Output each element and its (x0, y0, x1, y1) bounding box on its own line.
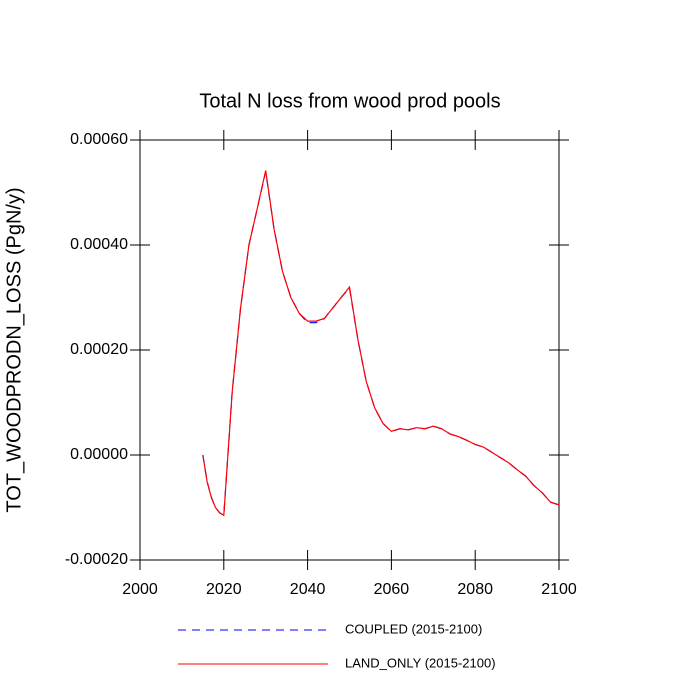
x-tick-label: 2000 (122, 581, 158, 598)
y-tick-label: 0.00020 (70, 341, 128, 358)
x-tick-label: 2080 (457, 581, 493, 598)
x-tick-label: 2060 (374, 581, 410, 598)
plot-frame (139, 139, 560, 561)
y-axis-label: TOT_WOODPRODN_LOSS (PgN/y) (3, 187, 25, 512)
series-line (202, 170, 560, 517)
y-tick-label: 0.00040 (70, 236, 128, 253)
x-tick-label: 2100 (541, 581, 577, 598)
x-tick-label: 2040 (290, 581, 326, 598)
y-tick-label: 0.00060 (70, 131, 128, 148)
x-tick-label: 2020 (206, 581, 242, 598)
chart-title: Total N loss from wood prod pools (199, 90, 500, 112)
y-tick-label: 0.00000 (70, 446, 128, 463)
y-tick-label: -0.00020 (65, 551, 128, 568)
series-line (202, 171, 560, 517)
legend-label: LAND_ONLY (2015-2100) (345, 655, 496, 670)
legend-label: COUPLED (2015-2100) (345, 621, 482, 636)
